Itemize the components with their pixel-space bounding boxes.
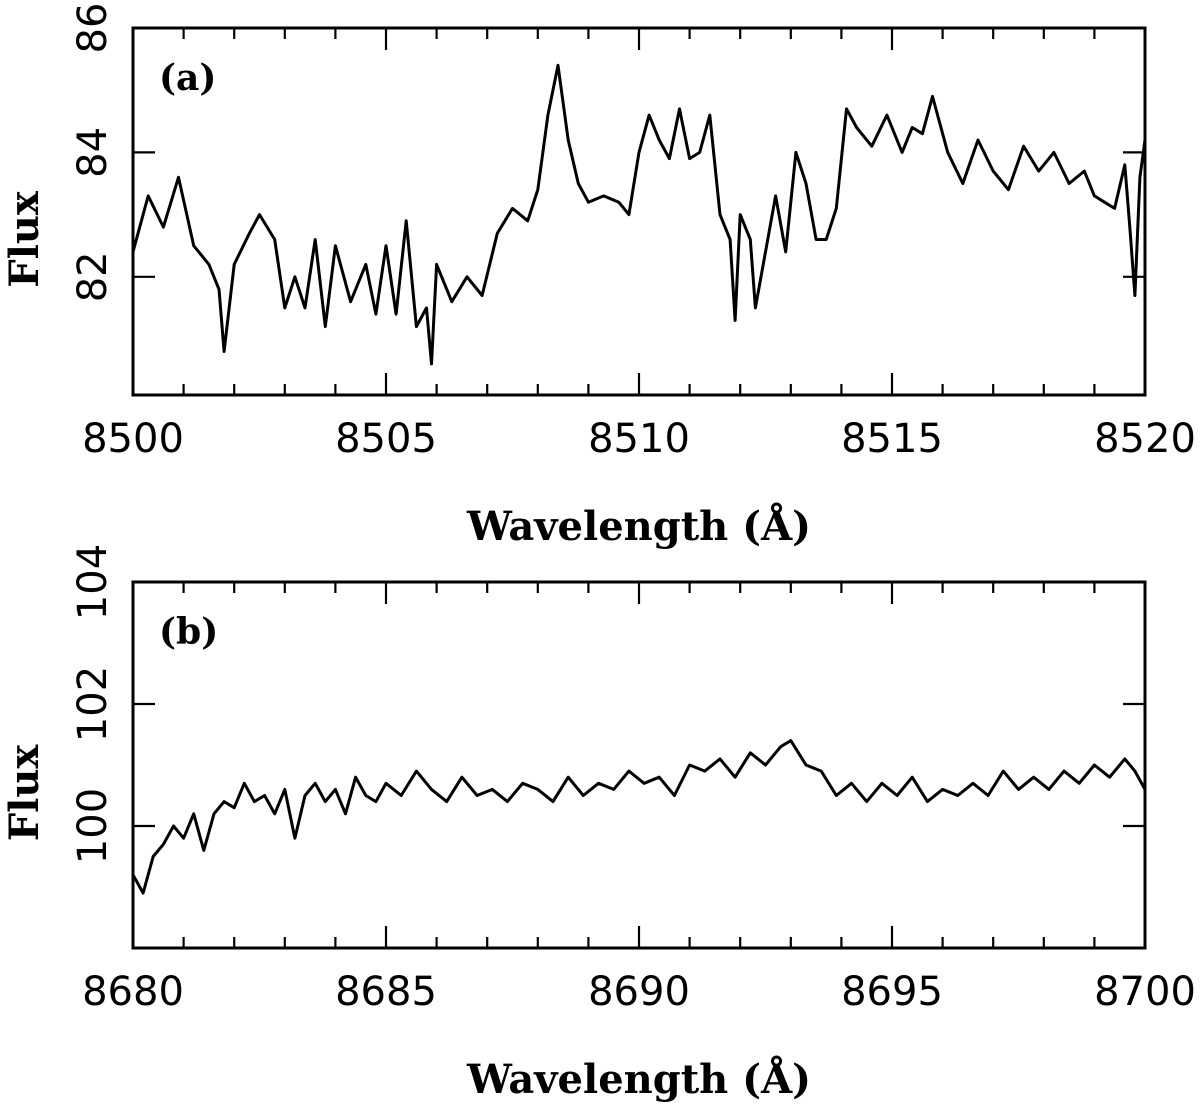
- x-tick-label: 8515: [841, 416, 943, 462]
- x-tick-label: 8695: [841, 969, 943, 1015]
- x-tick-label: 8520: [1094, 416, 1196, 462]
- x-tick-label: 8680: [82, 969, 184, 1015]
- panel-a: 8500 8505 8510 8515 8520 82 84 86 Wavelength (Å)…: [1, 3, 1196, 550]
- panel-label: (b): [159, 611, 218, 653]
- y-tick-label: 104: [70, 544, 116, 620]
- y-axis-label: Flux: [1, 190, 48, 288]
- panel-b: 8680 8685 8690 8695 8700 100 102 104 Wavelength …: [1, 544, 1196, 1103]
- x-axis-label: Wavelength (Å): [466, 1056, 811, 1103]
- spectrum-line: [131, 739, 1147, 895]
- y-axis-label: Flux: [1, 744, 48, 842]
- y-tick-label: 86: [70, 3, 116, 54]
- x-tick-label: 8510: [588, 416, 690, 462]
- x-tick-label: 8505: [335, 416, 437, 462]
- y-tick-label: 82: [70, 251, 116, 302]
- plot-frame: [131, 580, 1147, 950]
- spectrum-line: [131, 63, 1147, 366]
- y-tick-label: 84: [70, 127, 116, 178]
- x-tick-label: 8500: [82, 416, 184, 462]
- panel-label: (a): [159, 57, 216, 99]
- plot-frame: [131, 26, 1147, 397]
- y-tick-label: 102: [70, 666, 116, 742]
- x-tick-label: 8700: [1094, 969, 1196, 1015]
- x-tick-label: 8690: [588, 969, 690, 1015]
- x-axis-label: Wavelength (Å): [466, 503, 811, 550]
- y-tick-label: 100: [70, 788, 116, 864]
- x-tick-label: 8685: [335, 969, 437, 1015]
